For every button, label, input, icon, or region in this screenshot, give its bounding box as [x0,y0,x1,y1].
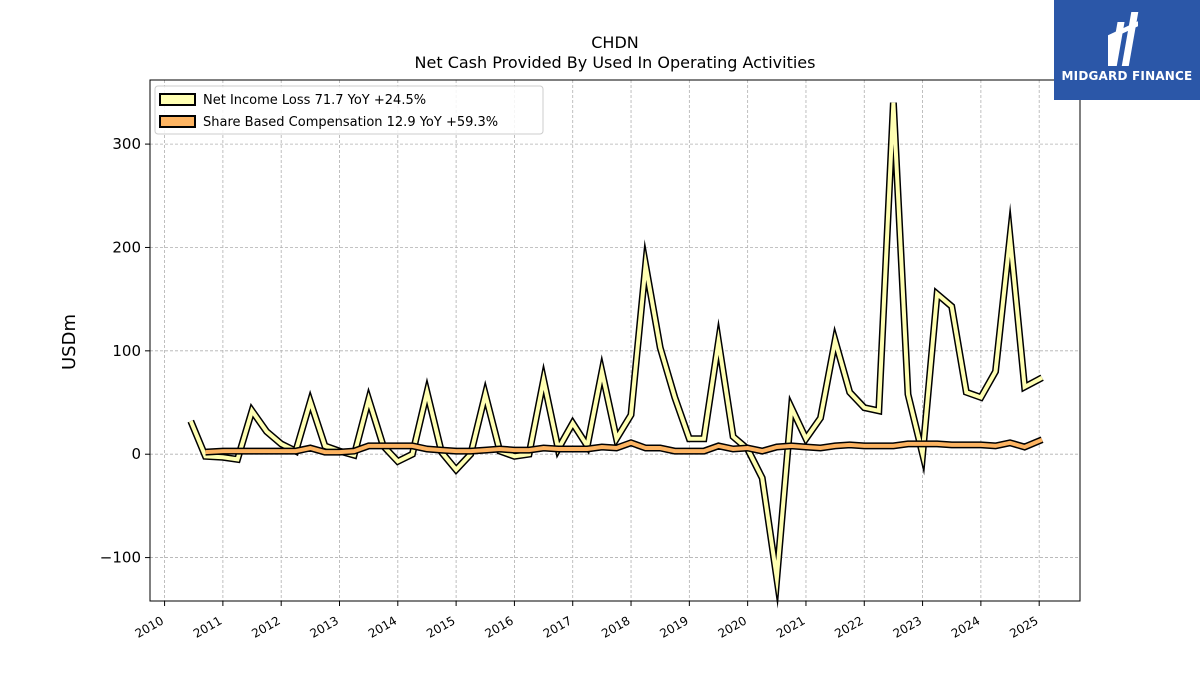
y-tick-label: −100 [100,549,141,567]
y-tick-label: 300 [112,135,141,153]
legend-box [154,85,544,135]
series-line-1 [205,437,1043,455]
chart-title: CHDN [591,33,639,52]
y-tick-label: 200 [112,238,141,256]
y-tick-label: 0 [131,445,141,463]
legend-label-share-comp: Share Based Compensation 12.9 YoY +59.3% [203,115,498,130]
legend-swatch-net-income [159,93,196,106]
chart-subtitle: Net Cash Provided By Used In Operating A… [415,53,816,72]
legend-swatch-share-comp [159,115,196,128]
plot-frame [149,79,1081,602]
y-axis-label: USDm [59,314,80,370]
y-axis-ticks: −100 0 100 200 300 [100,135,150,567]
midgard-logo-icon [1108,12,1139,66]
grid [150,80,1080,601]
legend-label-net-income: Net Income Loss 71.7 YoY +24.5% [203,93,426,108]
legend: Net Income Loss 71.7 YoY +24.5% Share Ba… [154,85,544,135]
brand-name: MIDGARD FINANCE [1061,69,1193,83]
series-lines [187,102,1044,609]
brand-logo: MIDGARD FINANCE [1054,0,1200,100]
y-tick-label: 100 [112,342,141,360]
